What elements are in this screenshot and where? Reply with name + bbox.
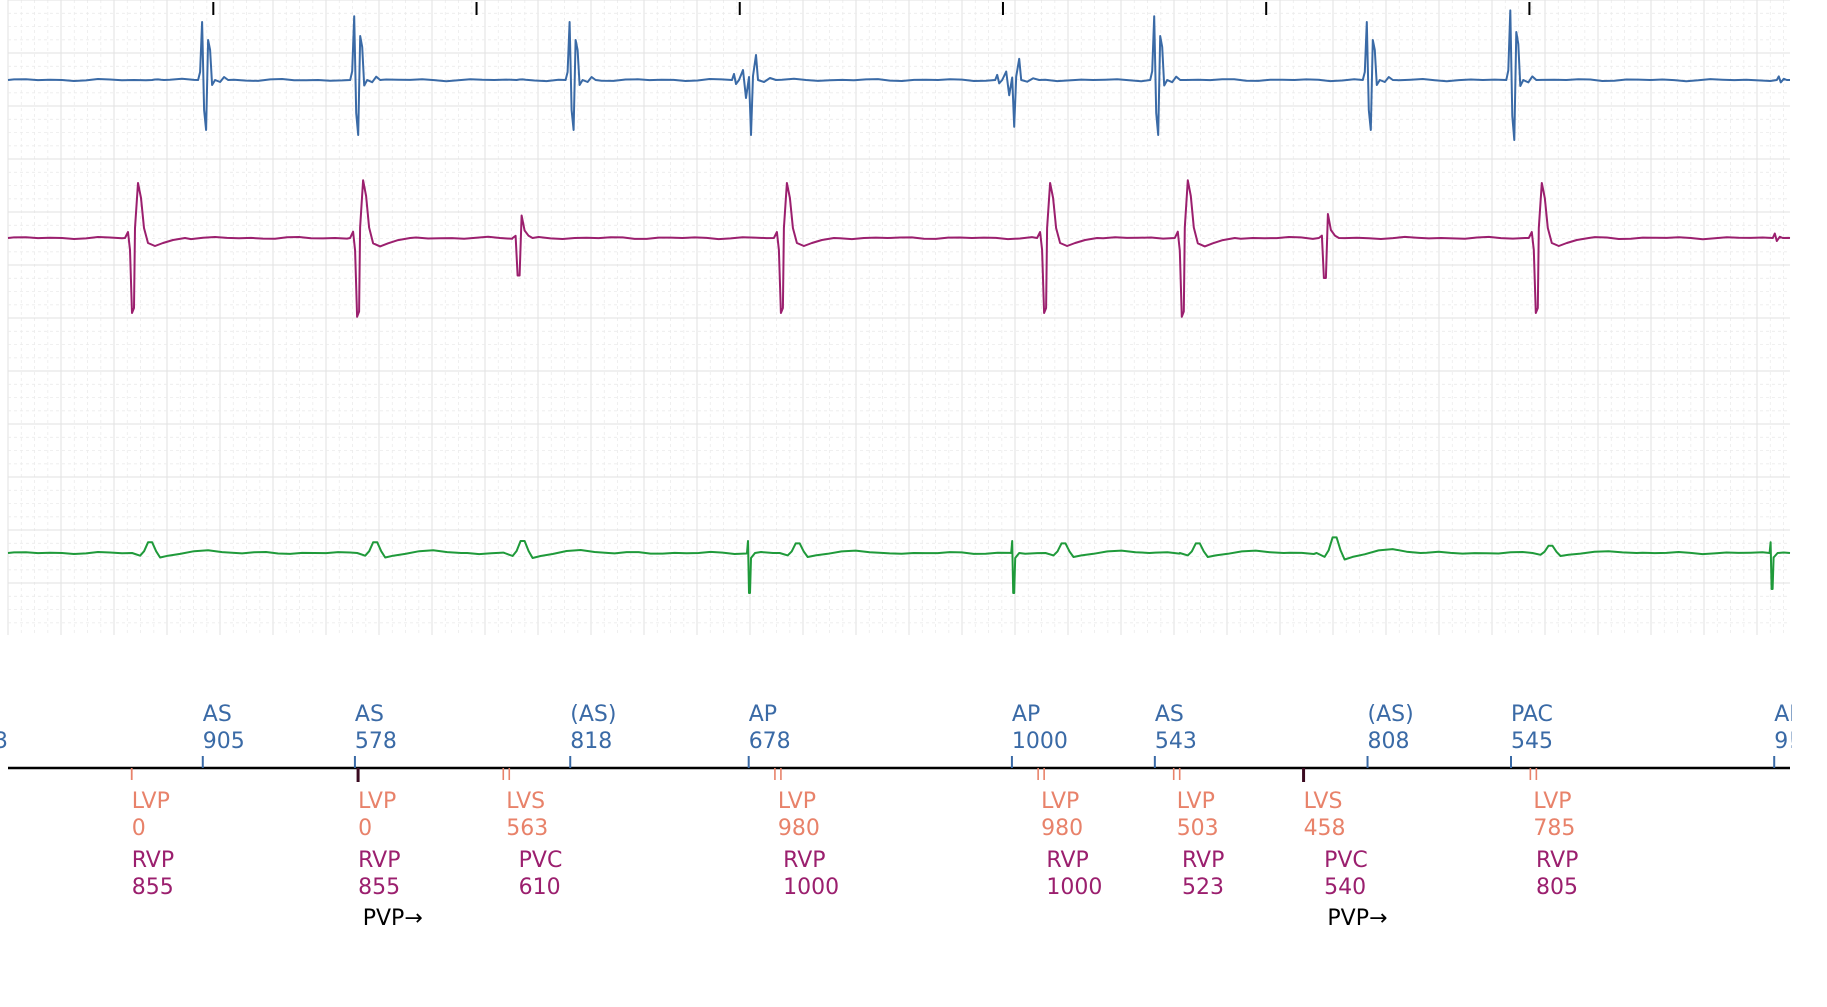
rv-marker-label: PVC (519, 848, 563, 873)
rv-marker-label: RVP (1182, 848, 1224, 873)
rv-marker-label: RVP (358, 848, 400, 873)
rv-marker-label: PVC (1324, 848, 1368, 873)
atrial-marker-value: 818 (570, 729, 612, 754)
chart-grid (7, 0, 1790, 635)
lv-marker-value: 0 (132, 816, 146, 841)
atrial-marker-label: AS (355, 702, 384, 727)
atrial-marker-label: (AS) (570, 702, 616, 727)
atrial-marker-label: PAC (1511, 702, 1553, 727)
rv-marker-label: RVP (132, 848, 174, 873)
atrial-marker-value: 543 (1155, 729, 1197, 754)
rv-marker-value: 1000 (783, 875, 839, 900)
trace-surface (7, 536, 1791, 594)
atrial-marker-label: AP (1012, 702, 1040, 727)
atrial-marker-value: 905 (203, 729, 245, 754)
rv-marker-value: 1000 (1046, 875, 1102, 900)
atrial-marker-label: (AS) (1368, 702, 1414, 727)
lv-marker-value: 563 (506, 816, 548, 841)
atrial-marker-value: 1000 (1012, 729, 1068, 754)
top-time-ticks (212, 2, 1531, 15)
lv-marker-label: LVP (778, 789, 816, 814)
lv-marker-value: 980 (1041, 816, 1083, 841)
lv-marker-value: 458 (1304, 816, 1346, 841)
lv-marker-label: LVS (1304, 789, 1343, 814)
atrial-marker-value: 545 (1511, 729, 1553, 754)
rv-marker-value: 540 (1324, 875, 1366, 900)
egm-traces (7, 9, 1791, 594)
lv-marker-label: LVP (1041, 789, 1079, 814)
rv-marker-value: 855 (358, 875, 400, 900)
rv-marker-label: RVP (1536, 848, 1578, 873)
trace-atrial (7, 9, 1790, 141)
atrial-marker-value: 678 (749, 729, 791, 754)
trace-rv (7, 179, 1791, 318)
atrial-marker-value: 9! (1774, 729, 1797, 754)
lv-marker-value: 0 (358, 816, 372, 841)
rv-marker-label: RVP (1046, 848, 1088, 873)
lv-marker-label: LVP (358, 789, 396, 814)
lv-marker-value: 503 (1177, 816, 1219, 841)
lv-marker-label: LVP (132, 789, 170, 814)
atrial-marker-label: AI (1774, 702, 1796, 727)
lv-marker-label: LVP (1177, 789, 1215, 814)
atrial-marker-label: AS (203, 702, 232, 727)
lv-marker-value: 785 (1533, 816, 1575, 841)
pvp-marker-label: PVP→ (363, 906, 423, 931)
lv-marker-label: LVS (506, 789, 545, 814)
atrial-marker-value: 578 (355, 729, 397, 754)
rv-marker-value: 610 (519, 875, 561, 900)
atrial-marker-label: AP (749, 702, 777, 727)
pvp-marker-label: PVP→ (1327, 906, 1387, 931)
rv-marker-value: 805 (1536, 875, 1578, 900)
atrial-marker-label: 3 (0, 729, 8, 754)
marker-channel: 3AS905AS578(AS)818AP678AP1000AS543(AS)80… (0, 702, 1797, 931)
atrial-marker-value: 808 (1368, 729, 1410, 754)
rv-marker-label: RVP (783, 848, 825, 873)
atrial-marker-label: AS (1155, 702, 1184, 727)
lv-marker-label: LVP (1533, 789, 1571, 814)
rv-marker-value: 523 (1182, 875, 1224, 900)
lv-marker-value: 980 (778, 816, 820, 841)
rv-marker-value: 855 (132, 875, 174, 900)
